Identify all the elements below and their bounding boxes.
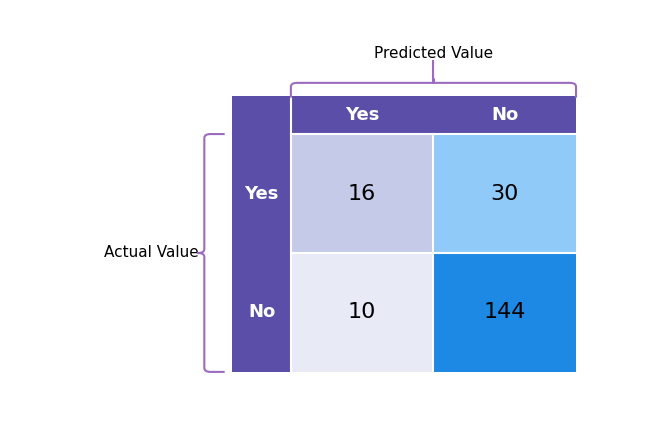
Text: 10: 10 [348, 302, 376, 323]
Text: 144: 144 [484, 302, 526, 323]
Text: Yes: Yes [345, 106, 379, 124]
Text: No: No [248, 303, 275, 321]
Text: Yes: Yes [244, 184, 279, 202]
Bar [434, 253, 576, 372]
Text: 30: 30 [491, 184, 519, 203]
Bar [233, 96, 576, 134]
Bar [434, 134, 576, 253]
Text: Actual Value: Actual Value [104, 245, 199, 260]
Text: 16: 16 [348, 184, 376, 203]
Bar [291, 134, 434, 253]
Bar [233, 134, 291, 372]
Text: Predicted Value: Predicted Value [374, 46, 493, 61]
Text: No: No [491, 106, 518, 124]
Bar [291, 253, 434, 372]
